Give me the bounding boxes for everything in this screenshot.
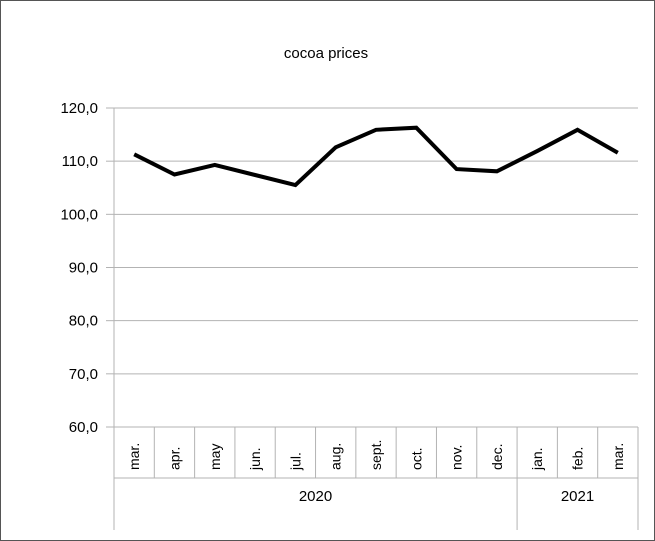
y-tick-label: 80,0 xyxy=(69,313,98,330)
x-axis: mar. apr. may jun. jul. aug. sept. oct. nov. dec.… xyxy=(113,427,639,530)
y-tick-label: 110,0 xyxy=(62,153,98,170)
year-label: 2020 xyxy=(299,488,332,505)
x-tick-label: mar. xyxy=(126,443,142,470)
x-tick-label: aug. xyxy=(328,443,344,470)
x-tick-label: may xyxy=(207,444,223,470)
year-label: 2021 xyxy=(561,488,594,505)
y-tick-label: 120,0 xyxy=(60,100,98,117)
x-tick-label: jan. xyxy=(529,447,545,471)
gridlines xyxy=(114,107,638,428)
y-tick-label: 90,0 xyxy=(69,260,98,277)
y-tick-label: 70,0 xyxy=(69,366,98,383)
y-axis: 60,0 70,0 80,0 90,0 100,0 110,0 120,0 xyxy=(60,100,115,436)
x-tick-label: jun. xyxy=(247,447,263,471)
x-tick-label: apr. xyxy=(166,447,182,470)
y-tick-label: 100,0 xyxy=(60,206,98,223)
x-tick-label: mar. xyxy=(610,443,626,470)
x-tick-label: nov. xyxy=(449,445,465,470)
x-tick-label: oct. xyxy=(408,447,424,470)
x-tick-label: sept. xyxy=(368,440,384,470)
x-tick-label: feb. xyxy=(570,447,586,470)
series-layer xyxy=(133,125,619,188)
y-tick-label: 60,0 xyxy=(69,419,98,436)
x-tick-label: dec. xyxy=(489,444,505,470)
x-tick-label: jul. xyxy=(287,452,303,471)
chart-title: cocoa prices xyxy=(284,45,368,62)
